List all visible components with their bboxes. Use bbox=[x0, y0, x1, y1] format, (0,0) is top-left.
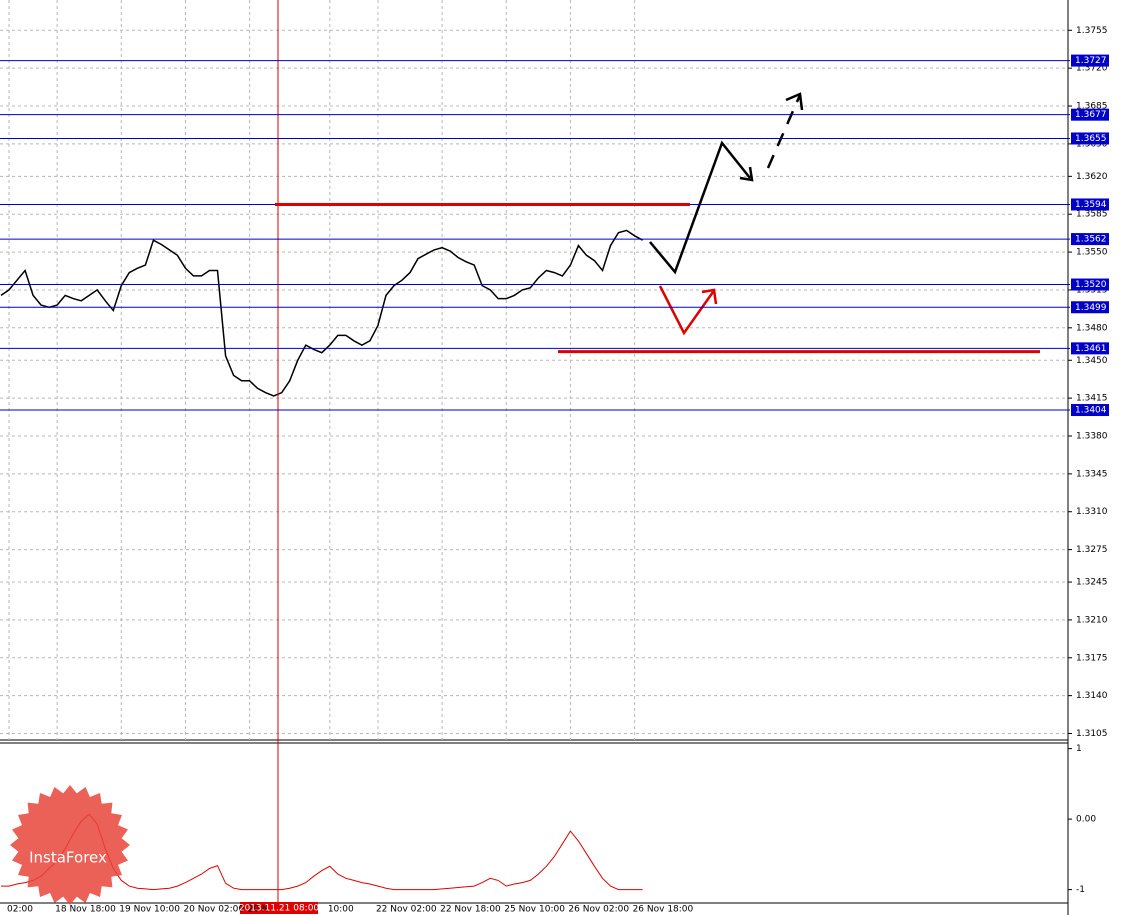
y-tick-label: 1.3245 bbox=[1076, 578, 1108, 588]
logo-badge bbox=[10, 785, 130, 905]
forecast-arrows bbox=[649, 92, 804, 336]
y-tick-label: 1.3415 bbox=[1076, 394, 1108, 404]
logo: InstaForex bbox=[10, 785, 130, 905]
y-tick-label: 1.3310 bbox=[1076, 507, 1108, 517]
forecast-path bbox=[658, 285, 715, 336]
arrow-head bbox=[739, 166, 754, 182]
level-label: 1.3520 bbox=[1075, 280, 1107, 290]
y-tick-label: 1.3275 bbox=[1076, 545, 1108, 555]
y-tick-label: 1.3140 bbox=[1076, 691, 1108, 701]
level-label: 1.3677 bbox=[1075, 110, 1107, 120]
y-tick-label: 1.3585 bbox=[1076, 210, 1108, 220]
x-tick-label: 25 Nov 10:00 bbox=[504, 905, 565, 915]
level-label-box bbox=[1071, 108, 1109, 121]
level-label: 1.3655 bbox=[1075, 134, 1107, 144]
y-tick-label: -1 bbox=[1076, 885, 1085, 895]
x-tick-label: 10:00 bbox=[328, 905, 354, 915]
x-tick-label: 18 Nov 18:00 bbox=[55, 905, 116, 915]
y-tick-label: 1.3345 bbox=[1076, 469, 1108, 479]
y-tick-label: 1 bbox=[1076, 744, 1082, 754]
y-tick-label: 1.3755 bbox=[1076, 26, 1108, 36]
y-tick-label: 1.3685 bbox=[1076, 102, 1108, 112]
crosshair-label-box bbox=[240, 902, 318, 914]
y-tick-label: 1.3450 bbox=[1076, 356, 1108, 366]
crosshair-label: 2013.11.21 08:00 bbox=[239, 904, 320, 914]
y-tick-label: 1.3550 bbox=[1076, 248, 1108, 258]
x-tick-label: 20 N bbox=[248, 905, 269, 915]
level-label-box bbox=[1071, 198, 1109, 211]
level-label-box bbox=[1071, 342, 1109, 355]
y-tick-label: 1.3105 bbox=[1076, 729, 1108, 739]
x-tick-label: 22 Nov 18:00 bbox=[440, 905, 501, 915]
arrow-head bbox=[785, 92, 804, 111]
level-label-box bbox=[1071, 278, 1109, 291]
watermark: InstaForex bbox=[29, 849, 107, 867]
level-label: 1.3562 bbox=[1075, 235, 1107, 245]
level-label: 1.3499 bbox=[1075, 303, 1107, 313]
arrow-head bbox=[701, 288, 718, 305]
price-line bbox=[0, 229, 643, 397]
x-tick-label: 02:00 bbox=[7, 905, 33, 915]
x-tick-label: 19 Nov 10:00 bbox=[119, 905, 180, 915]
level-label: 1.3594 bbox=[1075, 200, 1107, 210]
y-tick-label: 1.3720 bbox=[1076, 64, 1108, 74]
y-tick-label: 1.3620 bbox=[1076, 172, 1108, 182]
y-tick-label: 0.00 bbox=[1076, 815, 1096, 825]
level-label-box bbox=[1071, 233, 1109, 246]
forecast-path bbox=[766, 94, 802, 169]
level-label-box bbox=[1071, 132, 1109, 145]
level-label-box bbox=[1071, 301, 1109, 314]
x-tick-label: 22 Nov 02:00 bbox=[376, 905, 437, 915]
level-label-box bbox=[1071, 54, 1109, 67]
level-label: 1.3404 bbox=[1075, 406, 1107, 416]
level-label-box bbox=[1071, 404, 1109, 417]
x-tick-label: 26 Nov 18:00 bbox=[633, 905, 694, 915]
forecast-path bbox=[649, 140, 751, 275]
level-label: 1.3727 bbox=[1075, 56, 1107, 66]
x-tick-label: 26 Nov 02:00 bbox=[568, 905, 629, 915]
y-tick-label: 1.3480 bbox=[1076, 323, 1108, 333]
y-tick-label: 1.3210 bbox=[1076, 615, 1108, 625]
y-tick-label: 1.3175 bbox=[1076, 653, 1108, 663]
level-label: 1.3461 bbox=[1075, 344, 1107, 354]
x-tick-label: 20 Nov 02:00 bbox=[183, 905, 244, 915]
y-tick-label: 1.3380 bbox=[1076, 431, 1108, 441]
plot bbox=[0, 0, 1068, 891]
